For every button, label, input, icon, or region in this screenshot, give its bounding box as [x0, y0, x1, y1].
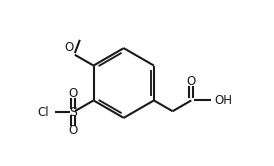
Text: Cl: Cl: [38, 106, 49, 119]
Text: O: O: [69, 87, 78, 100]
Text: O: O: [187, 75, 196, 88]
Text: OH: OH: [214, 94, 232, 107]
Text: O: O: [65, 41, 74, 54]
Text: S: S: [69, 106, 77, 119]
Text: O: O: [69, 124, 78, 137]
